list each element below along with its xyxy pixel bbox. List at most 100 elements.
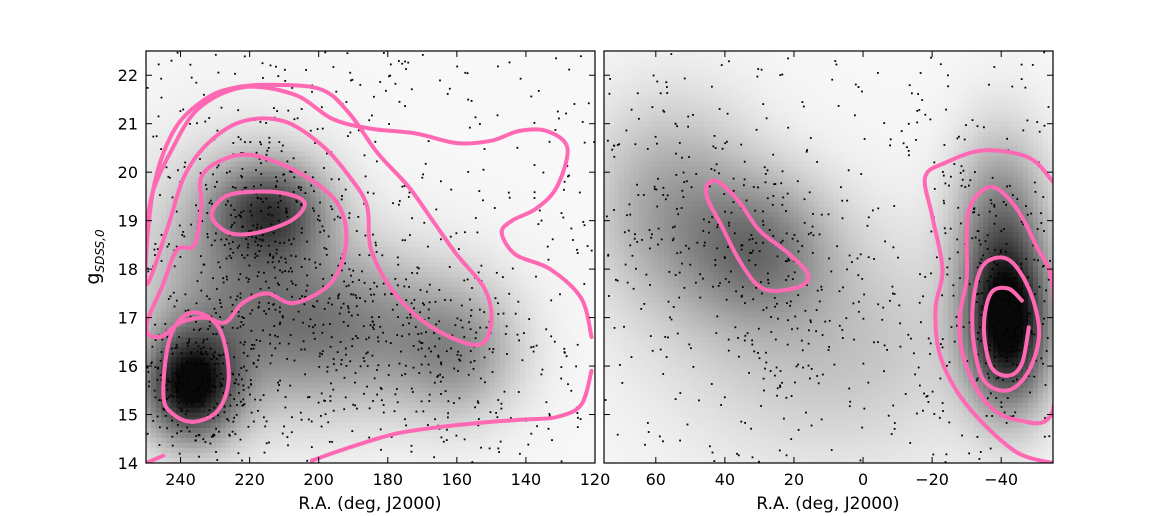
- density-cell: [190, 216, 197, 223]
- density-cell: [425, 196, 431, 203]
- density-cell: [185, 66, 192, 72]
- density-cell: [340, 146, 347, 153]
- density-cell: [250, 327, 257, 333]
- density-cell: [150, 367, 157, 374]
- density-cell: [400, 96, 407, 102]
- density-cell: [270, 51, 277, 57]
- density-cell: [405, 432, 412, 439]
- density-cell: [315, 66, 322, 72]
- density-cell: [185, 357, 192, 364]
- density-cell: [146, 71, 152, 77]
- density-cell: [265, 442, 272, 449]
- density-cell: [380, 131, 387, 138]
- density-cell: [250, 302, 257, 308]
- density-cell: [330, 432, 337, 439]
- density-cell: [205, 397, 212, 404]
- density-cell: [240, 51, 247, 57]
- density-cell: [375, 211, 382, 218]
- density-cell: [235, 262, 242, 268]
- density-cell: [195, 332, 202, 338]
- density-cell: [315, 71, 322, 77]
- density-cell: [165, 372, 172, 379]
- density-cell: [275, 272, 282, 278]
- density-cell: [300, 302, 307, 308]
- density-cell: [395, 357, 402, 364]
- density-cell: [285, 407, 292, 414]
- density-cell: [375, 417, 382, 424]
- density-cell: [150, 392, 157, 399]
- density-cell: [215, 437, 222, 444]
- density-cell: [245, 457, 252, 463]
- density-cell: [405, 267, 412, 273]
- density-cell: [275, 367, 282, 374]
- density-cell: [425, 231, 431, 238]
- density-cell: [370, 71, 377, 77]
- density-cell: [230, 387, 237, 394]
- density-cell: [260, 161, 267, 168]
- density-cell: [440, 432, 446, 439]
- density-cell: [235, 226, 242, 233]
- density-cell: [355, 161, 362, 168]
- density-cell: [365, 166, 372, 173]
- density-cell: [165, 111, 172, 117]
- density-cell: [270, 327, 277, 333]
- density-cell: [375, 342, 382, 349]
- density-cell: [175, 312, 182, 318]
- density-cell: [390, 191, 397, 198]
- density-cell: [370, 216, 377, 223]
- density-cell: [265, 352, 272, 359]
- density-cell: [175, 272, 182, 278]
- density-cell: [370, 297, 377, 303]
- density-cell: [360, 422, 367, 429]
- density-cell: [215, 226, 222, 233]
- density-cell: [340, 236, 347, 243]
- density-cell: [360, 347, 367, 354]
- density-cell: [165, 302, 172, 308]
- density-cell: [425, 312, 431, 318]
- density-cell: [150, 297, 157, 303]
- density-cell: [205, 337, 212, 344]
- density-cell: [395, 246, 402, 253]
- density-cell: [210, 447, 217, 454]
- density-cell: [405, 437, 412, 444]
- density-cell: [415, 86, 421, 92]
- density-cell: [420, 136, 426, 143]
- density-cell: [355, 347, 362, 354]
- density-cell: [385, 196, 392, 203]
- density-cell: [165, 126, 172, 132]
- density-cell: [395, 101, 402, 107]
- density-cell: [305, 231, 312, 238]
- density-cell: [220, 262, 227, 268]
- density-cell: [350, 352, 357, 359]
- density-cell: [355, 96, 362, 102]
- density-cell: [325, 447, 332, 454]
- density-cell: [420, 211, 426, 218]
- density-cell: [300, 402, 307, 409]
- density-cell: [185, 287, 192, 293]
- density-cell: [405, 226, 412, 233]
- density-cell: [205, 71, 212, 77]
- density-cell: [180, 51, 187, 57]
- density-cell: [155, 71, 162, 77]
- density-cell: [340, 322, 347, 328]
- density-cell: [330, 166, 337, 173]
- density-cell: [320, 432, 327, 439]
- density-cell: [335, 71, 342, 77]
- density-cell: [430, 131, 436, 138]
- density-cell: [400, 362, 407, 369]
- density-cell: [155, 221, 162, 228]
- density-cell: [225, 171, 232, 178]
- density-cell: [285, 156, 292, 163]
- density-cell: [255, 126, 262, 132]
- density-cell: [355, 382, 362, 389]
- density-cell: [270, 106, 277, 112]
- density-cell: [250, 216, 257, 223]
- density-cell: [270, 121, 277, 127]
- density-cell: [370, 432, 377, 439]
- density-cell: [290, 272, 297, 278]
- density-cell: [445, 357, 451, 364]
- density-cell: [385, 392, 392, 399]
- density-cell: [380, 332, 387, 338]
- density-cell: [205, 352, 212, 359]
- density-cell: [200, 342, 207, 349]
